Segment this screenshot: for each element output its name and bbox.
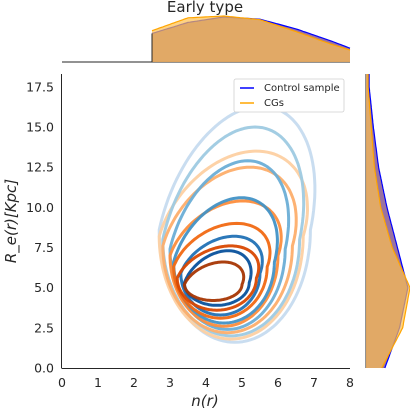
y-tick-label: 17.5 <box>26 79 54 94</box>
x-tick-label: 0 <box>58 375 66 390</box>
x-tick-label: 2 <box>130 375 138 390</box>
x-tick-label: 7 <box>310 375 318 390</box>
x-tick-label: 3 <box>166 375 174 390</box>
control-sample-contour-level-3 <box>172 196 279 325</box>
control-sample-contour-level-4 <box>168 159 291 331</box>
y-tick-label: 2.5 <box>34 320 54 335</box>
y-axis-label: R_e(r)[Kpc] <box>2 179 21 263</box>
x-axis-label: n(r) <box>191 392 218 410</box>
cgs-top-density-fill <box>152 16 350 62</box>
y-tick-label: 5.0 <box>34 280 54 295</box>
x-tick-label: 6 <box>274 375 282 390</box>
y-tick-labels: 0.0 2.5 5.0 7.5 10.0 12.5 15.0 17.5 <box>26 79 54 375</box>
cgs-contour-level-2 <box>175 244 261 312</box>
cgs-contour-level-6 <box>157 149 309 341</box>
x-tick-labels: 0 1 2 3 4 5 6 7 8 <box>58 375 354 390</box>
control-sample-contour-level-5 <box>161 125 306 338</box>
x-tick-label: 4 <box>202 375 210 390</box>
main-contour-plot <box>157 104 317 344</box>
cgs-right-density-fill <box>366 74 410 368</box>
y-tick-label: 12.5 <box>26 160 54 175</box>
right-marginal-density <box>365 74 410 369</box>
control-sample-contour-level-6 <box>157 104 317 344</box>
x-tick-label: 8 <box>346 375 354 390</box>
y-tick-label: 15.0 <box>26 120 54 135</box>
cgs-right-density-line <box>367 74 410 369</box>
legend-box <box>233 78 345 113</box>
cgs-top-density-line <box>151 15 351 51</box>
legend-label-cgs: CGs <box>264 98 284 109</box>
cgs-contour-level-1 <box>182 260 246 302</box>
y-tick-label: 7.5 <box>34 240 54 255</box>
x-tick-label: 5 <box>238 375 246 390</box>
legend: Control sample CGs <box>233 78 345 113</box>
y-tick-label: 0.0 <box>34 361 54 376</box>
y-tick-label: 10.0 <box>26 200 54 215</box>
x-tick-label: 1 <box>94 375 102 390</box>
cgs-contour-level-3 <box>172 221 272 320</box>
legend-label-control-sample: Control sample <box>264 83 340 94</box>
chart-title: Early type <box>167 0 243 16</box>
top-marginal-density <box>62 15 351 63</box>
